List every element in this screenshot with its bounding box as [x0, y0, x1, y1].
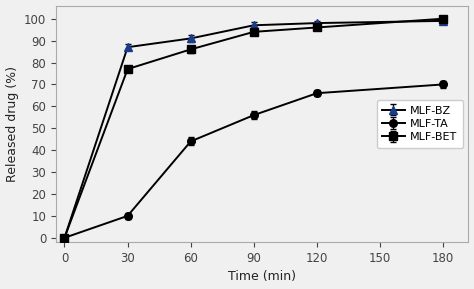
Y-axis label: Released drug (%): Released drug (%)	[6, 66, 18, 182]
X-axis label: Time (min): Time (min)	[228, 271, 296, 284]
Legend: MLF-BZ, MLF-TA, MLF-BET: MLF-BZ, MLF-TA, MLF-BET	[377, 100, 463, 148]
